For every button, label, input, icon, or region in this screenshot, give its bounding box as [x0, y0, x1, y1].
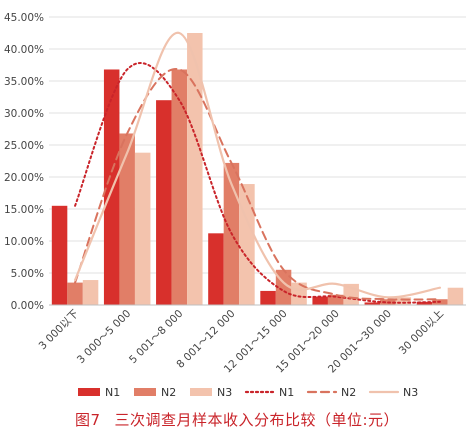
legend-swatch-bar-n2: [134, 388, 156, 396]
legend-label: N2: [161, 386, 176, 399]
bar-n1-2: [156, 100, 172, 305]
bar-n1-4: [260, 290, 276, 305]
bar-n3-1: [134, 152, 151, 305]
legend-label: N3: [403, 386, 418, 399]
y-tick-label: 45.00%: [4, 12, 44, 24]
y-tick-label: 15.00%: [4, 204, 44, 216]
legend-swatch-bar-n1: [78, 388, 100, 396]
bar-n2-2: [171, 69, 188, 305]
figure-number: 图7: [74, 411, 101, 429]
y-tick-label: 0.00%: [11, 300, 44, 312]
y-tick-label: 5.00%: [11, 268, 44, 280]
bar-n3-2: [187, 33, 203, 305]
legend: N1 N2 N3 N1 N2 N3: [78, 386, 418, 399]
y-tick-label: 40.00%: [4, 44, 44, 56]
legend-label: N2: [341, 386, 356, 399]
bar-n3-3: [239, 184, 255, 305]
trend-line-n3: [73, 31, 442, 299]
trend-lines: [73, 31, 442, 304]
bar-n3-7: [447, 287, 464, 305]
figure-caption: 图7 三次调查月样本收入分布比较（单位:元）: [0, 409, 474, 430]
legend-label: N1: [105, 386, 120, 399]
bar-n1-3: [208, 233, 224, 305]
x-tick-label: 30 000以上: [397, 308, 446, 357]
bar-n2-0: [67, 282, 83, 305]
legend-swatch-bar-n3: [190, 388, 212, 396]
y-tick-label: 30.00%: [4, 108, 44, 120]
bar-n1-7: [416, 301, 433, 305]
bar-n1-6: [364, 302, 381, 305]
bar-n3-6: [395, 297, 412, 305]
bar-n2-5: [327, 294, 344, 305]
trend-line-n2: [74, 68, 441, 301]
y-tick-label: 25.00%: [4, 140, 44, 152]
x-tick-label: 3 000～5 000: [75, 308, 133, 366]
bar-n3-0: [82, 280, 99, 305]
x-tick-label: 5 001～8 000: [127, 308, 185, 366]
y-tick-label: 35.00%: [4, 76, 44, 88]
x-tick-label: 3 000以下: [37, 308, 82, 353]
y-tick-label: 10.00%: [4, 236, 44, 248]
trend-line-n1: [74, 62, 441, 304]
bars: [51, 33, 464, 305]
y-axis-ticks: 0.00% 5.00% 10.00% 15.00% 20.00% 25.00% 30.00%…: [4, 12, 44, 312]
bar-n1-0: [51, 205, 68, 305]
income-distribution-chart: 0.00% 5.00% 10.00% 15.00% 20.00% 25.00% 30.00%…: [4, 12, 466, 399]
y-tick-label: 20.00%: [4, 172, 44, 184]
legend-label: N1: [279, 386, 294, 399]
legend-label: N3: [217, 386, 232, 399]
figure-title: 三次调查月样本收入分布比较（单位:元）: [114, 411, 400, 429]
bar-n2-1: [119, 133, 135, 305]
bar-n1-5: [312, 296, 328, 305]
